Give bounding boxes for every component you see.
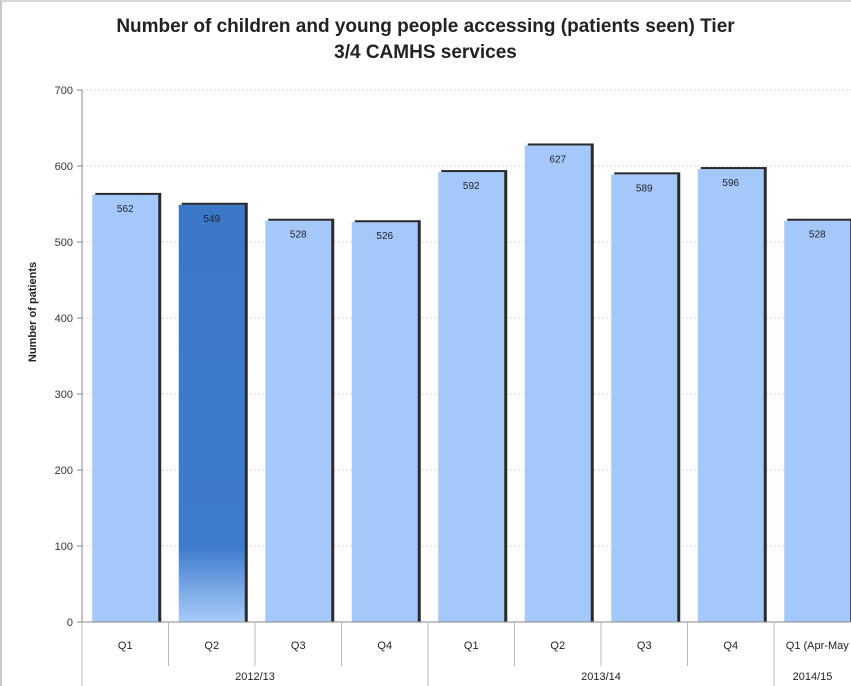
y-tick-label: 400 — [55, 313, 73, 325]
y-tick-label: 300 — [55, 389, 73, 401]
x-group-label: 2012/13 — [235, 671, 275, 683]
chart-title-line-2: 3/4 CAMHS services — [334, 42, 517, 63]
bar — [438, 172, 505, 622]
bar — [611, 174, 678, 623]
y-tick-label: 200 — [55, 465, 73, 477]
bar — [697, 169, 764, 623]
bar — [784, 220, 851, 622]
bars: 562 549 528 526 592 627 589 596 528 — [92, 143, 851, 623]
chart-title-line-1: Number of children and young people acce… — [116, 16, 735, 37]
x-category-label: Q3 — [291, 640, 306, 652]
y-tick-label: 500 — [55, 237, 73, 249]
x-category-label: Q1 — [464, 640, 479, 652]
y-tick-label: 600 — [55, 161, 73, 173]
bar-value-label: 589 — [636, 183, 653, 194]
x-category-label: Q4 — [723, 640, 738, 652]
bar-value-label: 627 — [549, 154, 566, 165]
y-tick-label: 100 — [55, 541, 73, 553]
bar-value-label: 596 — [722, 178, 739, 189]
bar — [178, 204, 245, 622]
bar — [92, 194, 159, 622]
y-axis-label: Number of patients — [27, 262, 39, 362]
y-tick-label: 700 — [55, 85, 73, 97]
bar-value-label: 528 — [809, 230, 826, 241]
bar-value-label: 592 — [463, 181, 480, 192]
x-category-label: Q3 — [637, 640, 652, 652]
bar-value-label: 549 — [203, 214, 220, 225]
x-category-label: Q2 — [550, 640, 565, 652]
bar — [265, 220, 332, 622]
x-category-label: Q1 (Apr-May — [786, 640, 849, 652]
y-tick-label: 0 — [67, 617, 73, 629]
x-group-label: 2014/15 — [793, 671, 833, 683]
x-category-label: Q1 — [118, 640, 133, 652]
x-axis-categories: Q1 Q2 Q3 Q4 Q1 Q2 Q3 Q4 Q1 (Apr-May 2012/13 2013/1… — [81, 622, 849, 686]
chart-title: Number of children and young people acce… — [0, 14, 851, 66]
x-category-label: Q2 — [204, 640, 219, 652]
x-group-label: 2013/14 — [581, 671, 621, 683]
x-category-label: Q4 — [377, 640, 392, 652]
bar — [351, 222, 418, 623]
bar — [524, 145, 591, 623]
bar-value-label: 528 — [290, 230, 307, 241]
y-axis-ticks: 0 100 200 300 400 500 600 700 — [55, 85, 82, 629]
bar-value-label: 562 — [117, 204, 134, 215]
axes — [81, 90, 851, 623]
bar-value-label: 526 — [376, 231, 393, 242]
